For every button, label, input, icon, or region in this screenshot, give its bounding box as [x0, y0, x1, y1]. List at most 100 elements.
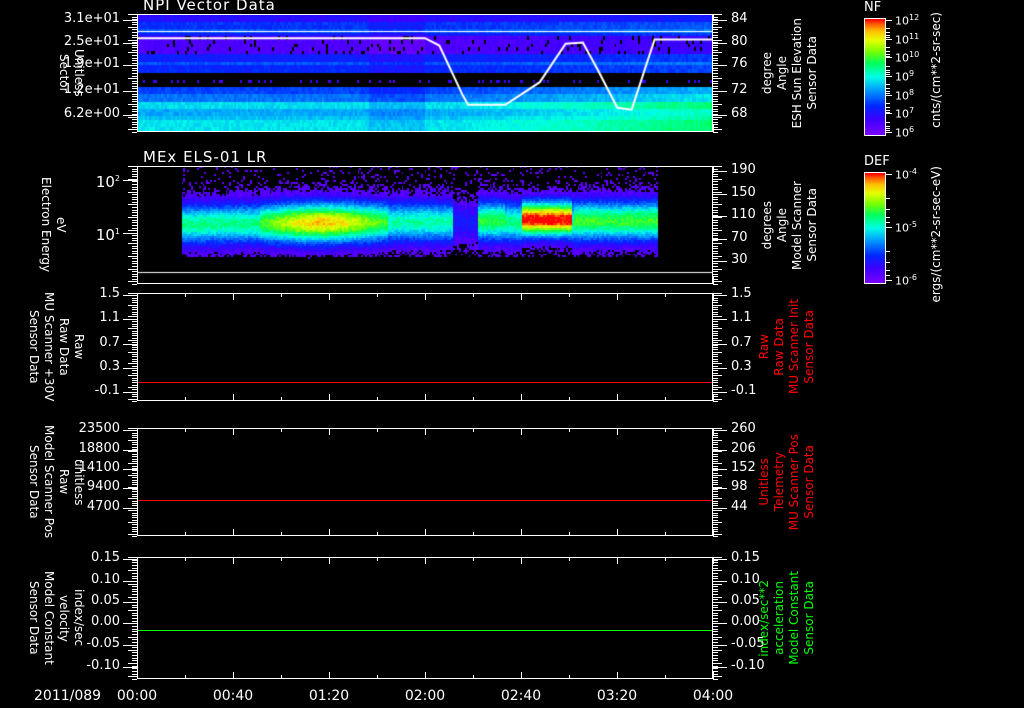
- minor-tick-left: [132, 222, 137, 224]
- minor-tick-left: [128, 26, 137, 28]
- minor-tick-left: [132, 594, 137, 596]
- minor-tick-left: [132, 358, 137, 360]
- minor-tick-left: [128, 498, 137, 500]
- minor-tick-right: [713, 230, 722, 232]
- colorbar-tick-label: 107: [895, 106, 915, 121]
- x-axis-time-label: 00:40: [212, 688, 254, 704]
- minor-tick-right: [713, 83, 718, 85]
- minor-tick-right: [713, 96, 718, 98]
- tick-bottom: [233, 529, 234, 536]
- minor-tick-right: [713, 500, 718, 502]
- minor-tick-right: [713, 258, 718, 260]
- minor-tick-left: [128, 14, 137, 15]
- minor-tick-right: [713, 263, 718, 265]
- colorbar-minor-tick: [886, 32, 890, 34]
- major-tick-left: [123, 392, 137, 394]
- minor-tick-right: [713, 379, 718, 381]
- minor-tick-right: [713, 37, 718, 39]
- minor-tick-left: [132, 446, 137, 448]
- major-tick-left: [123, 623, 137, 625]
- minor-tick-left: [132, 354, 137, 356]
- tick-bottom: [329, 672, 330, 679]
- minor-tick-right: [713, 618, 718, 619]
- colorbar-minor-tick: [886, 262, 890, 264]
- minor-tick-left: [128, 242, 137, 244]
- minor-tick-left: [132, 273, 137, 275]
- axis-tick-label-right: 84: [731, 11, 748, 27]
- minor-tick-right: [713, 641, 718, 643]
- x-axis-date-label: 2011/089: [34, 688, 102, 704]
- minor-tick-left: [132, 37, 137, 39]
- minor-tick-right: [713, 439, 722, 441]
- minor-tick-left: [132, 278, 137, 280]
- axis-label-left-group: Sensor Data MU Scanner +30V Raw Data Raw: [8, 292, 86, 401]
- colorbar-tick-label: 10-4: [895, 167, 917, 182]
- tick-bottom: [713, 394, 714, 401]
- minor-tick-right: [713, 358, 718, 360]
- colorbar-minor-tick: [886, 107, 890, 109]
- minor-tick-left: [132, 531, 137, 533]
- axis-tick-label-right: 0.15: [731, 550, 760, 566]
- minor-tick-left: [128, 78, 137, 80]
- major-tick-right: [713, 260, 727, 262]
- tick-bottom: [569, 532, 570, 536]
- minor-tick-right: [713, 578, 718, 580]
- minor-tick-left: [132, 335, 137, 337]
- minor-tick-left: [128, 103, 137, 105]
- axis-tick-label-right: 76: [731, 56, 748, 72]
- tick-top: [425, 428, 426, 435]
- minor-tick-right: [713, 330, 718, 332]
- minor-tick-right: [713, 176, 718, 178]
- axis-tick-label-right: 44: [731, 499, 748, 515]
- minor-tick-left: [132, 73, 137, 74]
- minor-tick-left: [132, 524, 137, 526]
- tick-bottom: [617, 394, 618, 401]
- minor-tick-right: [713, 349, 718, 351]
- major-tick-right: [713, 508, 727, 510]
- axis-tick-label-right: -0.05: [731, 635, 765, 651]
- panel-title: MEx ELS-01 LR: [143, 148, 268, 166]
- minor-tick-left: [128, 304, 137, 306]
- minor-tick-left: [132, 183, 137, 185]
- minor-tick-right: [713, 273, 718, 275]
- minor-tick-right: [713, 361, 718, 363]
- minor-tick-left: [132, 235, 137, 237]
- minor-tick-left: [128, 268, 137, 270]
- minor-tick-left: [132, 671, 137, 673]
- colorbar-tick-label: 109: [895, 69, 915, 84]
- colorbar-tick: [886, 76, 892, 77]
- major-tick-right: [713, 469, 727, 471]
- major-tick-right: [713, 449, 727, 451]
- axis-tick-label-left: 2.5e+01: [63, 33, 120, 49]
- tick-bottom: [137, 672, 138, 679]
- minor-tick-left: [132, 564, 137, 566]
- minor-tick-left: [132, 227, 137, 229]
- tick-top: [137, 557, 138, 564]
- tick-top: [569, 428, 570, 432]
- axis-tick-label-right: 206: [731, 440, 756, 456]
- minor-tick-left: [132, 437, 137, 439]
- minor-tick-right: [713, 201, 718, 203]
- minor-tick-left: [132, 567, 137, 569]
- minor-tick-left: [132, 253, 137, 255]
- minor-tick-left: [128, 230, 137, 232]
- axis-label-left-line: Raw: [57, 469, 71, 495]
- minor-tick-right: [713, 347, 718, 348]
- axis-tick-label-left: 14100: [78, 460, 120, 476]
- major-tick-right: [713, 319, 727, 321]
- minor-tick-right: [713, 610, 722, 612]
- axis-tick-label-left: 0.00: [91, 614, 120, 630]
- colorbar-tick: [886, 113, 892, 115]
- tick-bottom: [425, 394, 426, 401]
- minor-tick-right: [713, 432, 718, 434]
- minor-tick-left: [132, 49, 137, 51]
- axis-label-left-line: Sensor Data: [27, 445, 41, 519]
- tick-top: [665, 557, 666, 561]
- minor-tick-left: [128, 474, 137, 476]
- x-axis-time-label: 04:00: [692, 688, 734, 704]
- axis-label-right-line: Sensor Data: [802, 445, 816, 519]
- minor-tick-left: [132, 121, 137, 123]
- axis-tick-label-right: 98: [731, 479, 748, 495]
- minor-tick-right: [713, 453, 718, 455]
- minor-tick-left: [132, 458, 137, 460]
